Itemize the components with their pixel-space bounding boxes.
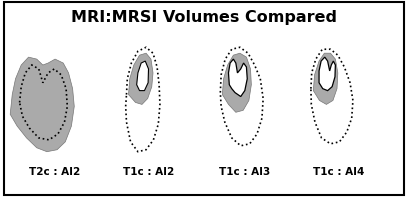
Polygon shape [222,53,251,112]
Text: MRI:MRSI Volumes Compared: MRI:MRSI Volumes Compared [71,10,337,25]
Polygon shape [137,61,149,91]
Polygon shape [313,53,338,104]
FancyBboxPatch shape [4,2,404,195]
Text: T2c : AI2: T2c : AI2 [29,167,81,177]
Text: T1c : AI2: T1c : AI2 [123,167,175,177]
Polygon shape [228,59,247,97]
Polygon shape [319,57,335,91]
Text: T1c : AI3: T1c : AI3 [219,167,271,177]
Polygon shape [10,57,74,152]
Polygon shape [129,53,153,104]
Text: T1c : AI4: T1c : AI4 [313,167,364,177]
